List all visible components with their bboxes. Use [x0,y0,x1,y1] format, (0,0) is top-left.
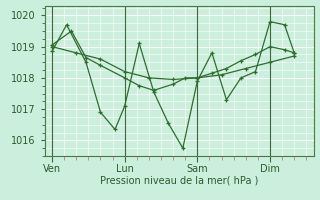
X-axis label: Pression niveau de la mer( hPa ): Pression niveau de la mer( hPa ) [100,176,258,186]
